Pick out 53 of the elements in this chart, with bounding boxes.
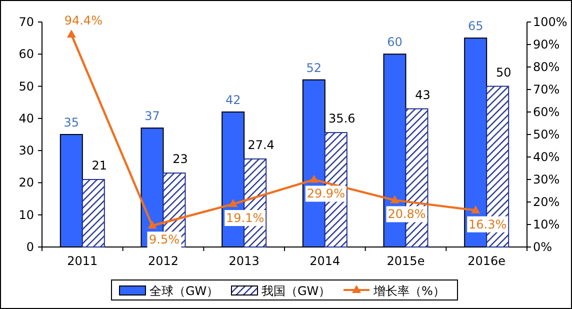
data-label: 52 (306, 60, 322, 75)
data-label: 60 (387, 35, 402, 50)
x-tick-label: 2013 (228, 254, 260, 268)
y-tick-label: 70 (18, 15, 34, 29)
data-label: 23 (172, 152, 188, 166)
y-tick-label: 40 (18, 111, 34, 126)
y2-tick-label: 80% (533, 60, 560, 74)
y2-tick-label: 0% (533, 240, 552, 254)
data-label: 21 (92, 158, 108, 172)
point (66, 30, 76, 38)
x-tick-label: 2011 (67, 254, 98, 268)
data-label: 43 (415, 88, 430, 102)
y-tick-label: 60 (18, 47, 34, 62)
y2-tick-label: 90% (533, 38, 560, 52)
data-label: 35.6 (328, 112, 356, 126)
y2-tick-label: 30% (533, 172, 560, 186)
point (148, 220, 157, 229)
x-tick-label: 2015e (386, 254, 425, 268)
y-tick-label: 10 (18, 208, 34, 222)
data-label: 35 (64, 116, 80, 130)
legend-label: 我国（GW） (262, 284, 331, 298)
y-tick-label: 50 (18, 79, 34, 94)
data-label: 9.5% (149, 232, 180, 247)
y2-tick-label: 100% (533, 15, 568, 29)
point (309, 174, 318, 183)
data-label: 94.4% (64, 14, 102, 28)
y2-tick-label: 60% (533, 105, 560, 119)
y-tick-label: 0 (26, 240, 34, 254)
data-label: 42 (225, 93, 241, 107)
data-label: 16.3% (468, 217, 507, 232)
data-label: 19.1% (226, 211, 264, 226)
bar (82, 179, 105, 248)
legend-label: 增长率（%） (372, 284, 445, 298)
data-label: 65 (468, 19, 484, 34)
legend-label: 全球（GW） (150, 284, 219, 298)
y-tick-label: 30 (18, 144, 34, 158)
x-tick-label: 2016e (468, 254, 506, 268)
data-label: 29.9% (306, 186, 345, 201)
data-label: 37 (144, 109, 160, 124)
point (228, 199, 238, 208)
y-tick-label: 20 (18, 176, 34, 190)
y2-tick-label: 40% (533, 150, 560, 164)
y2-tick-label: 70% (533, 82, 560, 96)
y2-tick-label: 50% (533, 128, 560, 142)
data-label: 20.8% (388, 207, 426, 222)
data-label: 27.4 (248, 138, 274, 152)
point (471, 205, 480, 214)
point (390, 195, 400, 204)
data-label: 50 (496, 65, 512, 80)
x-tick-label: 2014 (310, 254, 340, 268)
y2-tick-label: 20% (533, 195, 560, 209)
x-tick-label: 2012 (148, 254, 179, 268)
y2-tick-label: 10% (533, 218, 560, 232)
